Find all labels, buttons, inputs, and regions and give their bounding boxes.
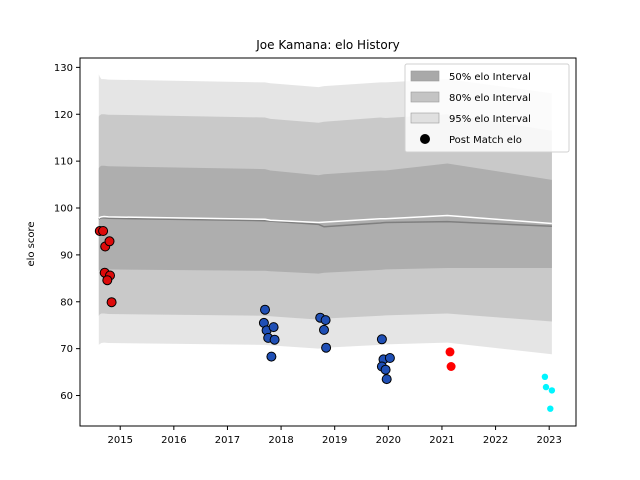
x-tick-label: 2016 [161,435,186,446]
legend-label: Post Match elo [449,135,522,146]
legend-marker [420,134,430,144]
post-match-elo-point [547,405,554,412]
x-axis-ticks: 2015 2016 2017 2018 2019 2020 2021 2022 2023 [107,426,562,446]
post-match-elo-point [445,347,455,357]
legend: 50% elo Interval 80% elo Interval 95% elo … [404,63,570,153]
legend-swatch [410,91,440,103]
legend-box [404,63,570,153]
plot-frame [79,57,577,427]
x-tick-label: 2022 [483,435,508,446]
post-match-elo-point [381,374,392,385]
post-match-elo-point [268,322,279,333]
post-match-elo-point [446,362,456,371]
post-match-elo-point [269,334,280,345]
x-tick-label: 2021 [429,435,454,446]
post-match-elo-point [266,351,277,362]
post-match-elo-point [548,387,556,394]
post-match-elo-point [98,226,109,236]
legend-label: 95% elo Interval [449,114,531,125]
y-axis-ticks: 60 70 80 90 100 110 120 130 [54,63,80,402]
x-tick-label: 2018 [268,435,293,446]
post-match-points [94,226,556,412]
post-match-elo-point [102,275,113,286]
post-match-elo-point [106,297,117,308]
y-tick-label: 90 [60,250,73,261]
mean-elo-line [98,217,552,228]
post-match-elo-point [376,334,387,345]
chart-title: Joe Kamana: elo History [255,38,400,52]
y-tick-label: 80 [60,297,73,308]
post-match-elo-point [542,383,550,391]
y-axis-label: elo score [26,221,37,266]
x-tick-label: 2020 [376,435,401,446]
post-match-elo-point [321,342,332,353]
post-match-elo-point [380,364,391,375]
band-50-interval [98,163,552,274]
legend-label: 50% elo Interval [449,72,531,83]
y-tick-label: 120 [54,110,73,121]
post-match-elo-point [319,324,329,335]
elo-lines [98,214,552,228]
legend-swatch [410,112,440,124]
x-tick-label: 2015 [107,435,132,446]
post-match-elo-point [384,353,395,363]
post-match-elo-point [541,373,549,380]
legend-swatch [410,70,440,82]
y-tick-label: 60 [60,391,73,402]
rating-elo-line [98,214,552,225]
y-tick-label: 100 [54,204,73,215]
x-tick-label: 2023 [536,435,561,446]
x-tick-label: 2019 [322,435,347,446]
post-match-elo-point [104,236,115,247]
post-match-elo-point [260,304,270,315]
legend-label: 80% elo Interval [449,93,531,104]
y-tick-label: 110 [54,157,73,168]
y-tick-label: 130 [54,63,73,74]
post-match-elo-point [320,315,331,326]
x-tick-label: 2017 [215,435,240,446]
y-tick-label: 70 [60,344,73,355]
